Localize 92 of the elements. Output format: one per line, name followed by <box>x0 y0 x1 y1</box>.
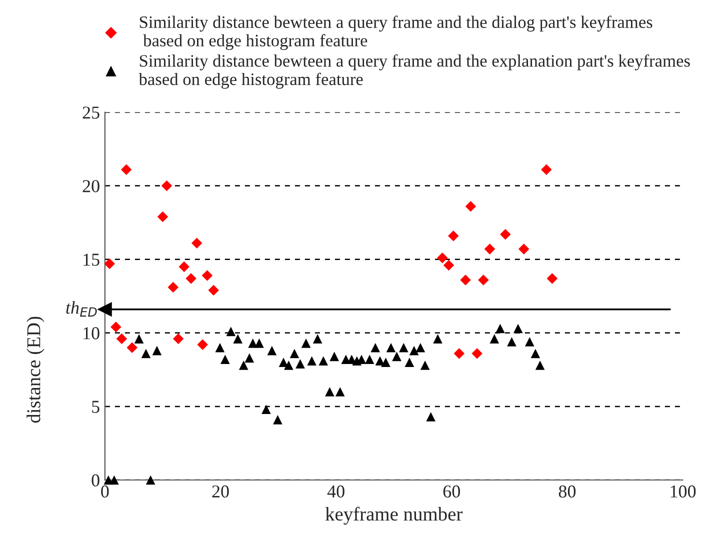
point <box>433 334 442 344</box>
point <box>460 274 471 286</box>
point <box>244 353 254 363</box>
point <box>490 334 500 344</box>
x-tick-label: 80 <box>558 485 576 498</box>
y-axis-title: distance (ED) <box>26 316 44 423</box>
point <box>420 360 430 370</box>
point <box>178 261 190 272</box>
point <box>513 324 523 334</box>
point <box>134 334 144 344</box>
y-tick-label: 5 <box>92 400 100 413</box>
point <box>392 352 402 362</box>
point <box>116 333 128 344</box>
point <box>370 342 380 352</box>
point <box>296 359 305 368</box>
x-tick-label: 60 <box>443 485 460 498</box>
y-tick-label: 15 <box>84 254 100 266</box>
point <box>172 333 184 344</box>
point <box>386 342 396 352</box>
point <box>254 338 264 348</box>
y-tick-label: 20 <box>82 180 100 192</box>
point <box>238 360 248 370</box>
point <box>208 284 219 296</box>
y-tick-label: 25 <box>82 106 100 119</box>
point <box>233 334 242 344</box>
point <box>518 244 530 254</box>
point <box>399 342 408 352</box>
point <box>409 346 419 356</box>
point <box>141 348 151 358</box>
point <box>318 356 328 366</box>
point <box>437 252 448 264</box>
point <box>157 211 168 222</box>
point <box>161 180 172 192</box>
point <box>335 387 345 396</box>
ref-line-label: th$_{ED}$ <box>66 301 97 317</box>
point <box>530 348 540 358</box>
point <box>215 342 225 352</box>
point <box>443 260 454 271</box>
point <box>507 337 516 346</box>
point <box>104 258 115 270</box>
point <box>226 326 236 336</box>
point <box>535 360 545 370</box>
point <box>273 415 282 424</box>
point <box>381 358 390 367</box>
point <box>546 273 558 284</box>
point <box>220 354 230 364</box>
point <box>261 404 271 414</box>
point <box>465 201 476 212</box>
point <box>168 282 178 293</box>
x-tick-label: 0 <box>101 485 109 498</box>
point <box>496 324 505 334</box>
point <box>248 338 258 348</box>
point <box>325 387 334 396</box>
point <box>278 358 288 367</box>
x-tick-label: 20 <box>212 485 229 498</box>
x-tick-label: 100 <box>670 485 696 498</box>
point <box>191 238 202 249</box>
legend-label: Similarity distance bewteen a query frame and the explanation part's keyframes based on edge histogram feature <box>138 54 690 89</box>
y-tick-label: 0 <box>92 474 100 486</box>
point <box>364 354 374 364</box>
point <box>110 475 119 485</box>
point <box>312 334 322 344</box>
point <box>541 164 552 176</box>
point <box>416 342 426 352</box>
point <box>307 356 316 366</box>
point <box>146 475 156 485</box>
point <box>301 338 311 348</box>
point <box>110 322 122 332</box>
point <box>404 358 414 367</box>
point <box>284 360 294 370</box>
point <box>267 346 277 356</box>
point <box>478 274 489 286</box>
point <box>472 348 482 359</box>
point <box>330 352 339 362</box>
point <box>290 348 300 358</box>
point <box>448 230 459 242</box>
point <box>126 342 138 353</box>
point <box>375 356 385 366</box>
point <box>524 337 534 346</box>
point <box>484 244 496 254</box>
point <box>120 164 132 176</box>
point <box>500 228 511 240</box>
point <box>454 348 465 359</box>
x-tick-label: 40 <box>327 485 344 498</box>
point <box>186 273 196 284</box>
x-axis-title: keyframe number <box>325 506 463 525</box>
point <box>197 339 208 350</box>
y-tick-label: 10 <box>84 327 100 340</box>
legend-label: Similarity distance bewteen a query frame and the dialog part's keyframes based on edge histogram feature <box>140 16 652 50</box>
point <box>426 412 436 422</box>
point <box>202 270 213 281</box>
point <box>152 346 162 356</box>
